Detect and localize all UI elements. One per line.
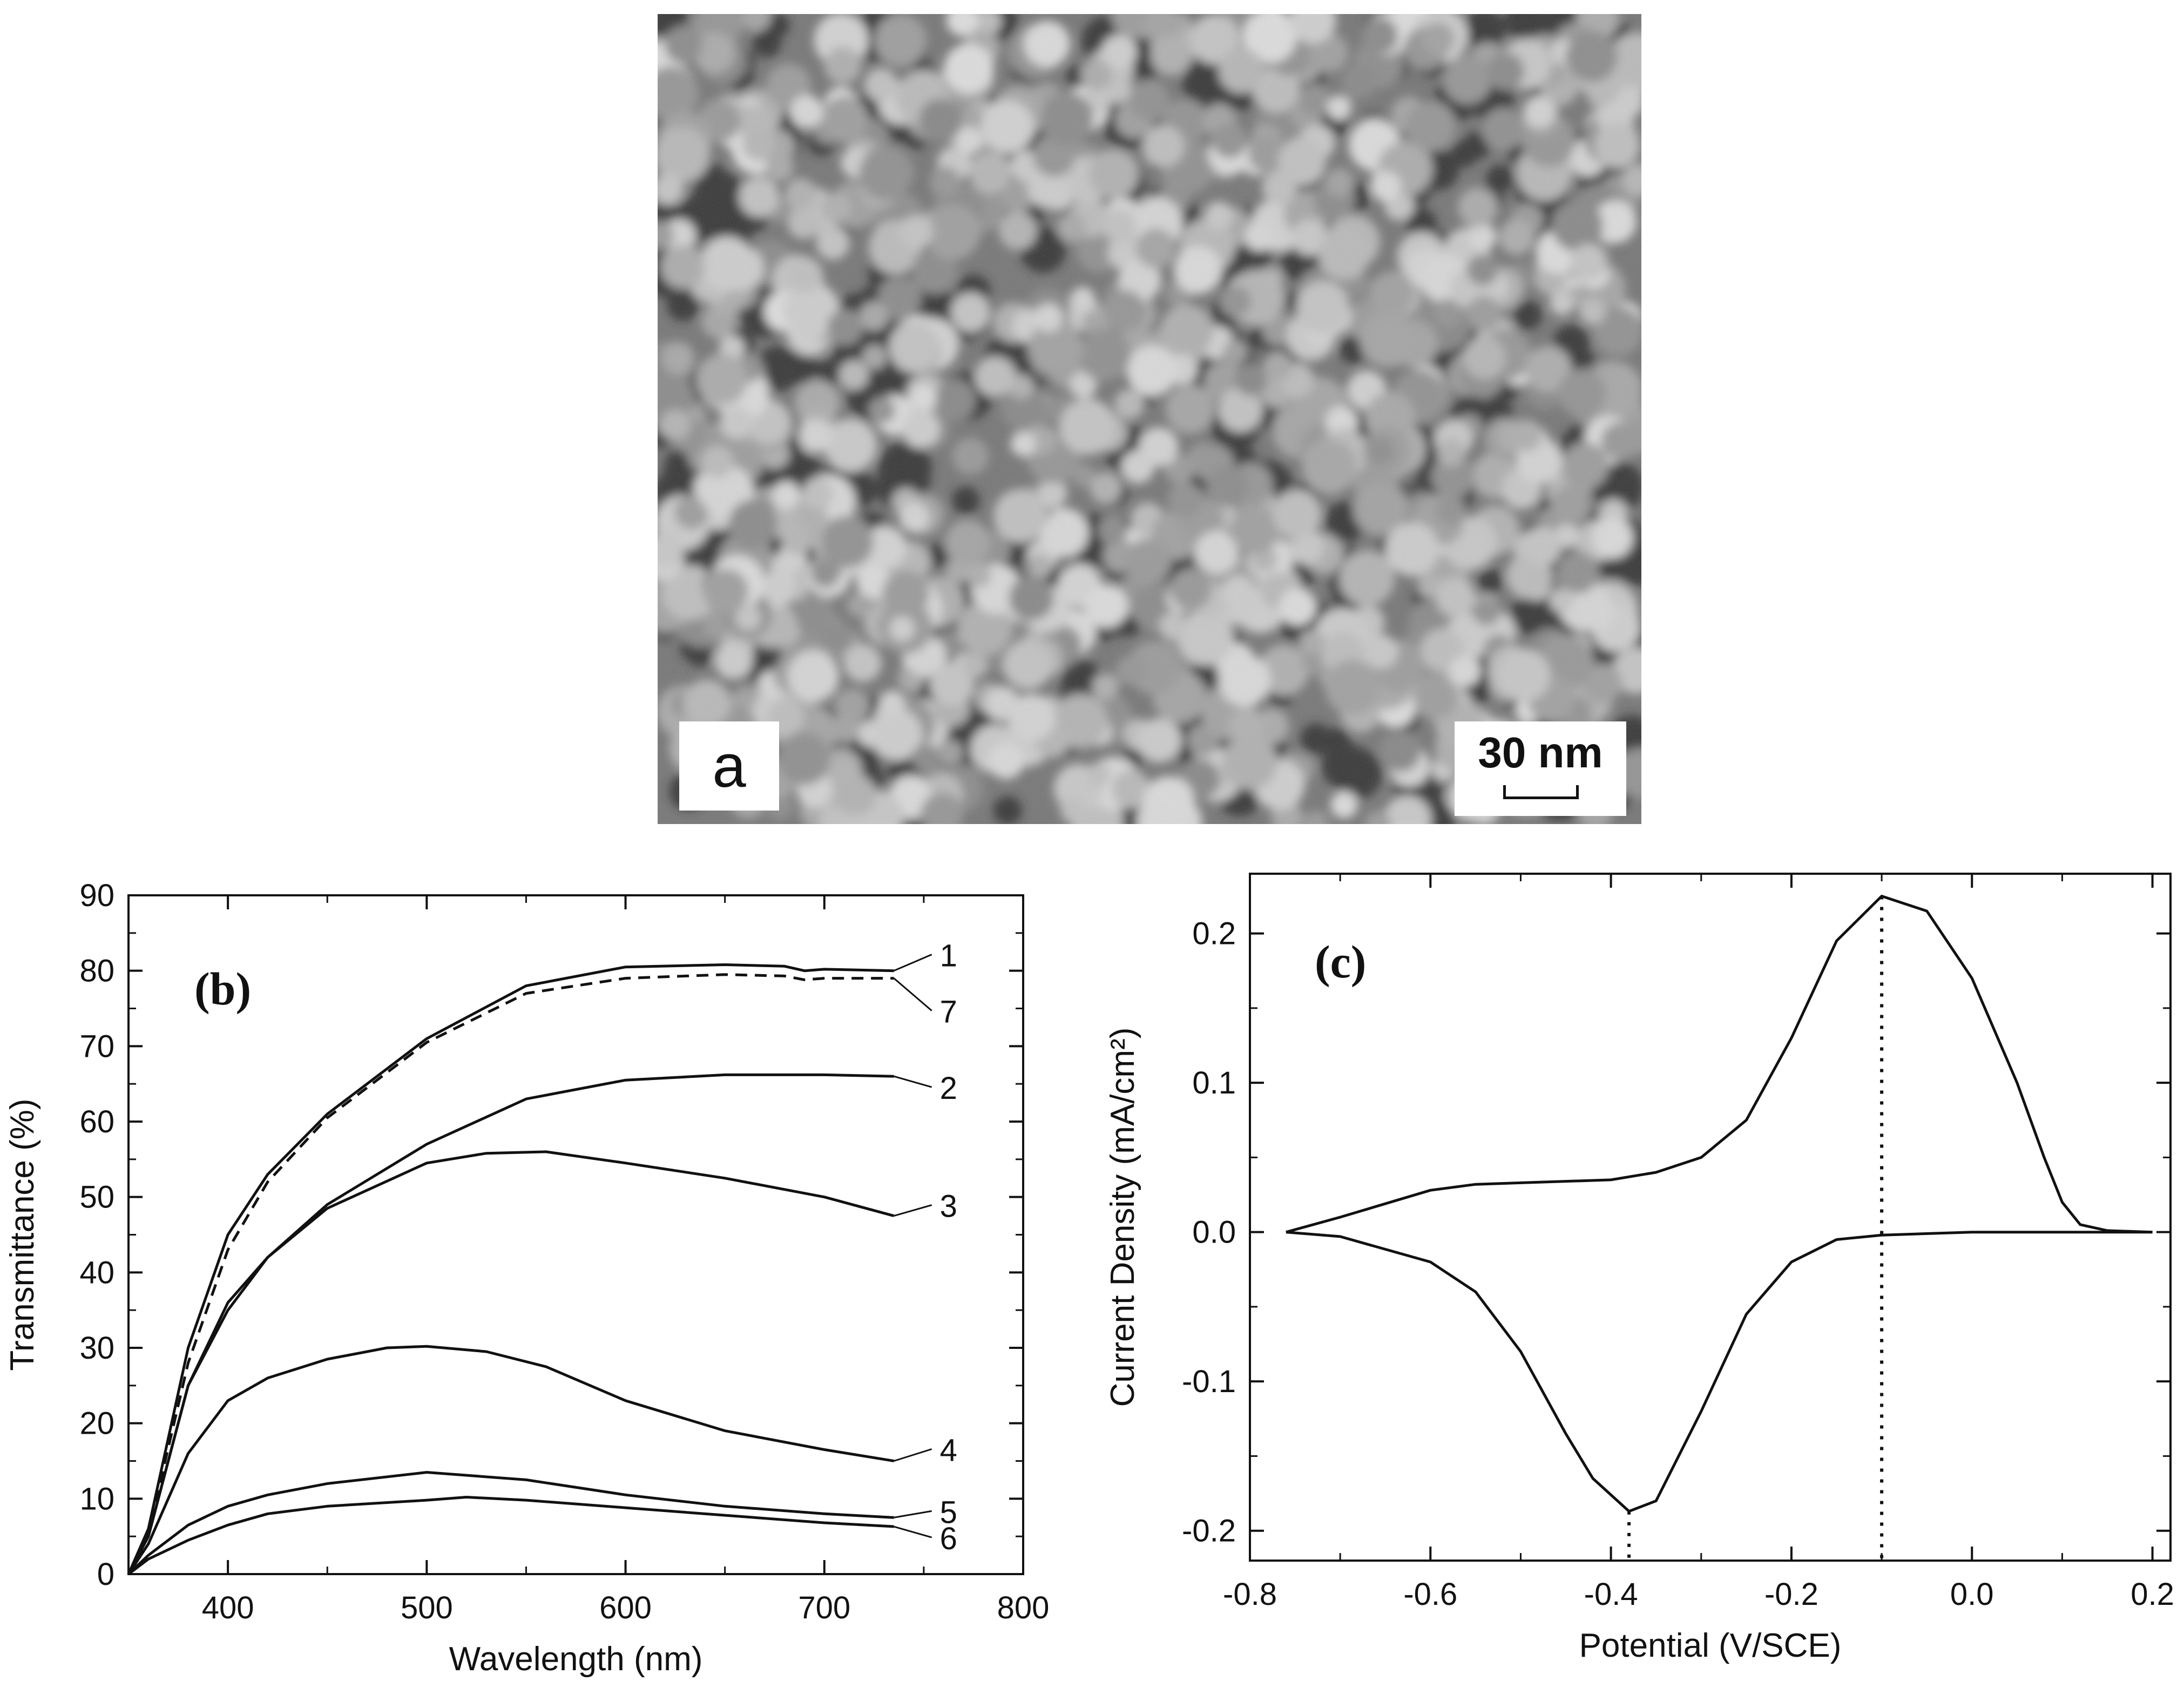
y-tick-label: 80 (79, 954, 114, 989)
x-tick-label: -0.2 (1764, 1577, 1818, 1612)
voltammogram-chart: -0.8 -0.6 -0.4 -0.2 0.0 0.2 -0.2 -0.1 0.0 0.1 0.2 P… (1104, 873, 2174, 1664)
y-tick-label: 0 (97, 1557, 114, 1592)
y-tick-label: 10 (79, 1481, 114, 1516)
scale-bar (1503, 785, 1579, 799)
series-leader-3 (894, 1204, 932, 1217)
series-line-5 (127, 1471, 894, 1575)
panel-label: (b) (194, 963, 251, 1015)
series-leader-6 (894, 1526, 932, 1538)
plot-frame (127, 894, 1024, 1575)
y-tick-label: 50 (79, 1180, 114, 1215)
x-tick-label: -0.8 (1223, 1577, 1277, 1612)
series-leader-7 (893, 977, 932, 1011)
x-tick-label: 700 (798, 1590, 850, 1625)
series-leader-1 (894, 954, 932, 972)
y-tick-label: 60 (79, 1104, 114, 1139)
plot-frame (1249, 873, 2172, 1562)
sem-micrograph: a 30 nm (658, 14, 1641, 824)
y-tick-label: 20 (79, 1406, 114, 1441)
y-tick-label: 70 (79, 1029, 114, 1064)
series-leader-4 (894, 1448, 932, 1462)
x-tick-label: 600 (599, 1590, 652, 1625)
scale-bar-label: 30 nm (1478, 728, 1603, 777)
series-label-5: 5 (940, 1495, 957, 1530)
y-axis-label: Transmittance (%) (4, 1098, 41, 1371)
series-label-6: 6 (940, 1521, 957, 1556)
series-label-1: 1 (940, 939, 957, 974)
series-line-1 (127, 963, 894, 1575)
x-tick-label: 800 (997, 1590, 1050, 1625)
x-axis-label: Potential (V/SCE) (1579, 1627, 1842, 1664)
y-tick-label: 30 (79, 1331, 114, 1366)
series-leader-5 (894, 1510, 932, 1518)
x-tick-label: -0.6 (1403, 1577, 1457, 1612)
series-line-cathodic (1286, 1231, 2153, 1513)
y-tick-label: -0.2 (1182, 1514, 1236, 1549)
y-tick-label: 0.0 (1192, 1215, 1236, 1250)
y-tick-label: -0.1 (1182, 1364, 1236, 1399)
panel-label-a: a (679, 721, 779, 811)
y-tick-label: 40 (79, 1255, 114, 1290)
series-line-6 (127, 1496, 894, 1575)
sem-texture (658, 14, 1641, 824)
y-tick-label: 0.2 (1192, 916, 1236, 951)
x-tick-label: 400 (202, 1590, 254, 1625)
x-tick-label: -0.4 (1584, 1577, 1638, 1612)
panel-label: (c) (1315, 936, 1366, 988)
series-line-anodic (1286, 895, 2153, 1234)
series-line-3 (127, 1150, 895, 1575)
x-tick-label: 500 (401, 1590, 453, 1625)
series-label-3: 3 (940, 1189, 957, 1224)
series-line-4 (127, 1345, 895, 1575)
series-label-7: 7 (940, 995, 957, 1030)
transmittance-chart: 400 500 600 700 800 0 10 20 30 40 50 60 70 80 90 Wavele… (4, 878, 1050, 1678)
series-line-7 (127, 973, 894, 1575)
y-tick-label: 90 (79, 878, 114, 913)
x-tick-label: 0.0 (1950, 1577, 1994, 1612)
series-leader-2 (894, 1075, 932, 1088)
x-tick-label: 0.2 (2131, 1577, 2174, 1612)
y-tick-label: 0.1 (1192, 1065, 1236, 1101)
y-axis-label: Current Density (mA/cm²) (1104, 1028, 1141, 1407)
scale-bar-box: 30 nm (1455, 721, 1626, 816)
x-axis-label: Wavelength (nm) (449, 1641, 703, 1678)
series-label-4: 4 (940, 1433, 957, 1468)
series-label-2: 2 (940, 1071, 957, 1106)
